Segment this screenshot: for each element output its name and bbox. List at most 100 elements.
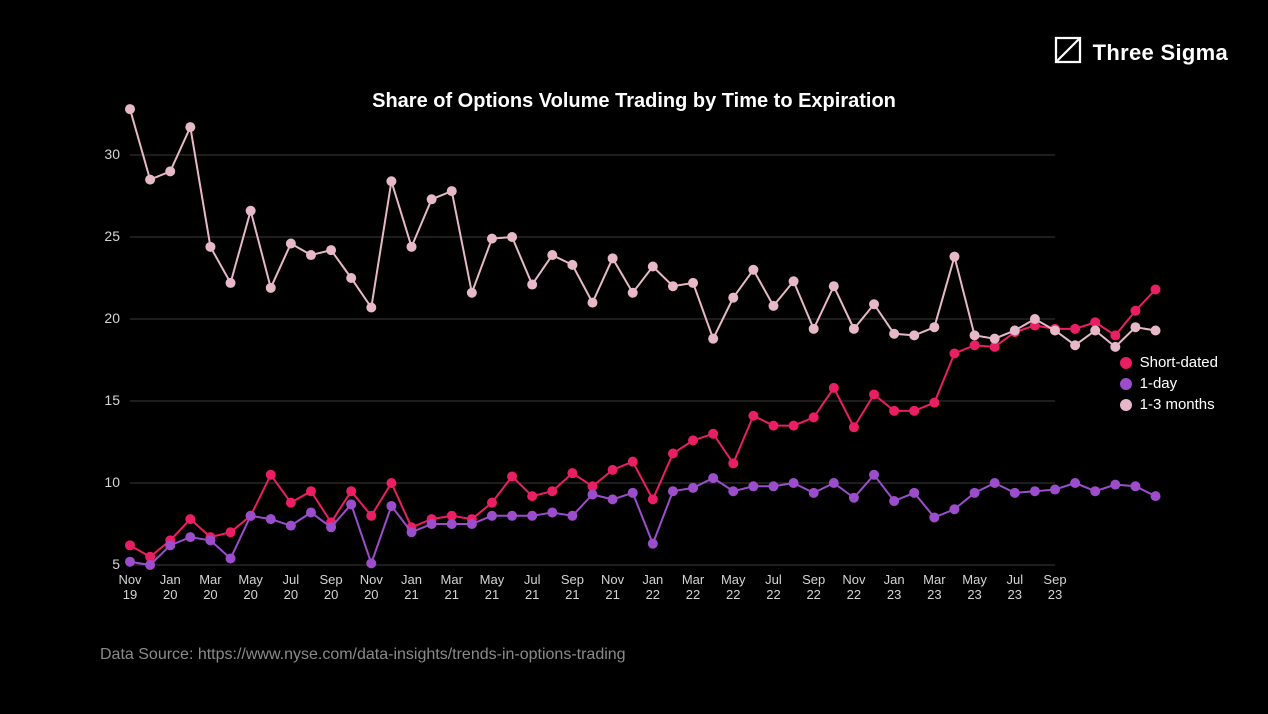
series-marker [1030, 314, 1040, 324]
series-marker [1130, 481, 1140, 491]
y-axis-tick-label: 5 [90, 556, 120, 572]
series-marker [708, 429, 718, 439]
series-marker [1110, 330, 1120, 340]
series-marker [849, 422, 859, 432]
series-marker [447, 519, 457, 529]
series-marker [246, 206, 256, 216]
series-marker [889, 496, 899, 506]
series-marker [829, 281, 839, 291]
series-marker [567, 468, 577, 478]
series-marker [1050, 325, 1060, 335]
x-axis-tick-label: Jan 21 [392, 573, 432, 603]
series-marker [949, 252, 959, 262]
series-marker [849, 493, 859, 503]
data-source: Data Source: https://www.nyse.com/data-i… [100, 646, 626, 664]
series-marker [929, 322, 939, 332]
series-marker [809, 412, 819, 422]
series-marker [366, 511, 376, 521]
x-axis-tick-label: Nov 22 [834, 573, 874, 603]
chart-svg [0, 0, 1268, 714]
series-marker [869, 299, 879, 309]
series-marker [386, 478, 396, 488]
series-marker [748, 481, 758, 491]
x-axis-tick-label: Jul 22 [753, 573, 793, 603]
series-marker [949, 504, 959, 514]
series-marker [949, 348, 959, 358]
series-marker [1090, 325, 1100, 335]
series-marker [226, 527, 236, 537]
series-marker [1070, 340, 1080, 350]
series-marker [1010, 325, 1020, 335]
series-marker [386, 501, 396, 511]
series-marker [185, 532, 195, 542]
series-marker [1151, 325, 1161, 335]
series-marker [688, 483, 698, 493]
series-marker [768, 301, 778, 311]
x-axis-tick-label: Sep 21 [552, 573, 592, 603]
series-marker [226, 553, 236, 563]
series-marker [507, 232, 517, 242]
x-axis-tick-label: Sep 20 [311, 573, 351, 603]
x-axis-tick-label: Jan 23 [874, 573, 914, 603]
series-marker [829, 478, 839, 488]
series-marker [266, 514, 276, 524]
series-marker [648, 539, 658, 549]
x-axis-tick-label: Nov 19 [110, 573, 150, 603]
series-marker [286, 521, 296, 531]
x-axis-tick-label: Mar 22 [673, 573, 713, 603]
series-marker [1010, 488, 1020, 498]
series-marker [889, 329, 899, 339]
series-marker [306, 250, 316, 260]
x-axis-tick-label: May 23 [955, 573, 995, 603]
x-axis-tick-label: May 21 [472, 573, 512, 603]
series-marker [507, 511, 517, 521]
series-marker [608, 253, 618, 263]
legend-dot-icon [1120, 399, 1132, 411]
legend: Short-dated1-day1-3 months [1120, 350, 1218, 417]
legend-dot-icon [1120, 357, 1132, 369]
series-marker [849, 324, 859, 334]
x-axis-tick-label: Mar 21 [432, 573, 472, 603]
series-marker [286, 498, 296, 508]
series-marker [668, 281, 678, 291]
series-marker [929, 398, 939, 408]
y-axis-tick-label: 30 [90, 146, 120, 162]
y-axis-tick-label: 20 [90, 310, 120, 326]
x-axis-tick-label: Mar 20 [190, 573, 230, 603]
series-marker [970, 330, 980, 340]
x-axis-tick-label: Jul 23 [995, 573, 1035, 603]
series-marker [628, 488, 638, 498]
series-marker [809, 324, 819, 334]
series-marker [588, 489, 598, 499]
y-axis-tick-label: 15 [90, 392, 120, 408]
series-marker [266, 283, 276, 293]
series-marker [567, 511, 577, 521]
series-marker [668, 486, 678, 496]
series-marker [487, 511, 497, 521]
series-marker [125, 557, 135, 567]
series-marker [728, 458, 738, 468]
series-marker [829, 383, 839, 393]
series-marker [628, 457, 638, 467]
series-marker [990, 334, 1000, 344]
x-axis-tick-label: Sep 22 [794, 573, 834, 603]
series-marker [286, 239, 296, 249]
series-marker [266, 470, 276, 480]
series-marker [346, 273, 356, 283]
x-axis-tick-label: Nov 21 [593, 573, 633, 603]
series-marker [768, 421, 778, 431]
series-marker [708, 334, 718, 344]
series-marker [407, 242, 417, 252]
legend-item: 1-3 months [1120, 396, 1218, 413]
legend-label: Short-dated [1140, 354, 1218, 371]
series-marker [447, 186, 457, 196]
series-marker [648, 494, 658, 504]
series-marker [467, 288, 477, 298]
y-axis-tick-label: 10 [90, 474, 120, 490]
series-marker [789, 421, 799, 431]
series-marker [386, 176, 396, 186]
series-marker [487, 234, 497, 244]
series-marker [346, 486, 356, 496]
series-marker [1151, 284, 1161, 294]
series-marker [909, 406, 919, 416]
